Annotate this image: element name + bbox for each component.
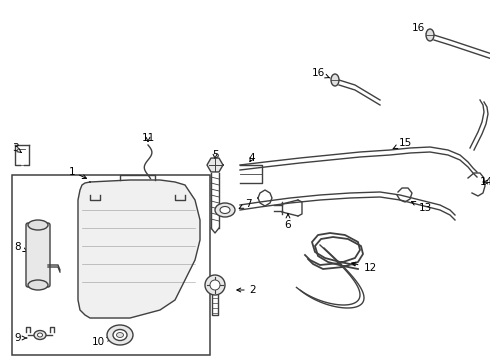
Polygon shape [207, 158, 223, 172]
FancyBboxPatch shape [26, 223, 50, 287]
Text: 16: 16 [311, 68, 330, 78]
Text: 13: 13 [412, 202, 432, 213]
Ellipse shape [38, 333, 43, 337]
Text: 10: 10 [92, 337, 111, 347]
Text: 11: 11 [142, 133, 155, 143]
Ellipse shape [426, 29, 434, 41]
Text: 6: 6 [285, 214, 292, 230]
Polygon shape [78, 180, 200, 318]
Ellipse shape [205, 275, 225, 295]
Text: 16: 16 [412, 23, 431, 34]
Text: 9: 9 [15, 333, 27, 343]
Text: 15: 15 [393, 138, 412, 149]
Bar [12, 175, 210, 355]
Ellipse shape [220, 207, 230, 213]
Ellipse shape [117, 333, 123, 338]
Text: 2: 2 [237, 285, 256, 295]
Text: 4: 4 [249, 153, 255, 163]
Text: 12: 12 [352, 262, 377, 273]
Ellipse shape [215, 203, 235, 217]
Ellipse shape [28, 220, 48, 230]
Ellipse shape [28, 280, 48, 290]
Ellipse shape [113, 329, 127, 341]
Text: 7: 7 [239, 199, 251, 209]
Ellipse shape [34, 330, 46, 339]
Text: 8: 8 [15, 242, 27, 252]
Ellipse shape [107, 325, 133, 345]
Text: 3: 3 [12, 143, 22, 153]
Text: 14: 14 [479, 177, 490, 187]
Ellipse shape [331, 74, 339, 86]
Text: 1: 1 [69, 167, 75, 177]
Ellipse shape [210, 280, 220, 290]
Text: 5: 5 [212, 150, 219, 160]
